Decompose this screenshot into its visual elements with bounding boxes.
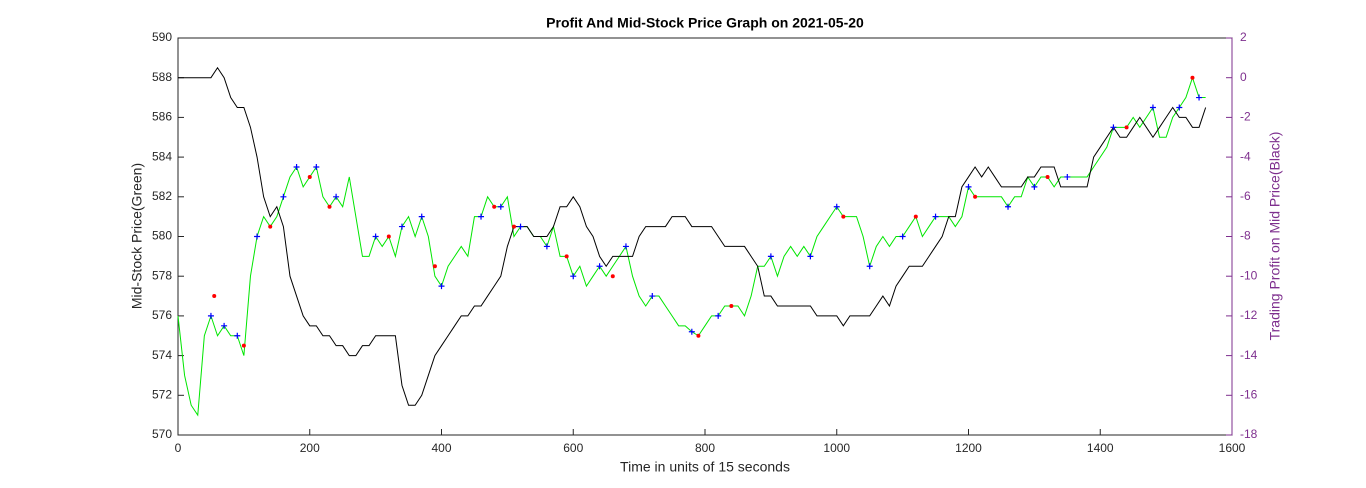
marker-dot bbox=[973, 194, 978, 199]
x-tick-label: 0 bbox=[175, 441, 182, 455]
marker-plus bbox=[1064, 173, 1071, 180]
marker-dot bbox=[696, 333, 701, 338]
y2-tick-label: -18 bbox=[1240, 427, 1258, 441]
marker-dot bbox=[307, 174, 312, 179]
marker-plus bbox=[293, 164, 300, 171]
marker-dot bbox=[386, 234, 391, 239]
marker-plus bbox=[280, 193, 287, 200]
marker-plus bbox=[932, 213, 939, 220]
marker-plus bbox=[398, 223, 405, 230]
marker-plus bbox=[207, 312, 214, 319]
marker-plus bbox=[1110, 124, 1117, 131]
y-tick-label: 570 bbox=[152, 427, 172, 441]
marker-dot bbox=[913, 214, 918, 219]
y2-tick-label: -16 bbox=[1240, 387, 1258, 401]
x-tick-label: 400 bbox=[431, 441, 451, 455]
marker-plus bbox=[478, 213, 485, 220]
y2-axis-label: Trading Profit on Mid Price(Black) bbox=[1267, 132, 1283, 341]
marker-dot bbox=[212, 294, 217, 299]
marker-dot bbox=[564, 254, 569, 259]
marker-plus bbox=[543, 243, 550, 250]
y2-tick-label: -14 bbox=[1240, 348, 1258, 362]
marker-dot bbox=[1190, 75, 1195, 80]
y2-tick-label: 0 bbox=[1240, 70, 1247, 84]
marker-plus bbox=[866, 263, 873, 270]
marker-plus bbox=[596, 263, 603, 270]
marker-dot bbox=[432, 264, 437, 269]
marker-plus bbox=[372, 233, 379, 240]
x-tick-label: 600 bbox=[563, 441, 583, 455]
marker-dot bbox=[511, 224, 516, 229]
y2-tick-label: -10 bbox=[1240, 268, 1258, 282]
y2-tick-label: -6 bbox=[1240, 189, 1251, 203]
marker-dot bbox=[241, 343, 246, 348]
chart-title: Profit And Mid-Stock Price Graph on 2021… bbox=[546, 15, 864, 31]
x-tick-label: 800 bbox=[695, 441, 715, 455]
series-line bbox=[178, 66, 1207, 406]
marker-plus bbox=[418, 213, 425, 220]
marker-plus bbox=[899, 233, 906, 240]
marker-plus bbox=[622, 243, 629, 250]
y-tick-label: 586 bbox=[152, 110, 172, 124]
marker-plus bbox=[1176, 104, 1183, 111]
y2-tick-label: -12 bbox=[1240, 308, 1258, 322]
marker-plus bbox=[497, 203, 504, 210]
marker-dot bbox=[1124, 125, 1129, 130]
y2-tick-label: -2 bbox=[1240, 110, 1251, 124]
marker-dot bbox=[492, 204, 497, 209]
marker-plus bbox=[1005, 203, 1012, 210]
x-axis-label: Time in units of 15 seconds bbox=[620, 459, 790, 475]
marker-plus bbox=[767, 253, 774, 260]
marker-plus bbox=[833, 203, 840, 210]
marker-plus bbox=[438, 283, 445, 290]
marker-plus bbox=[1196, 94, 1203, 101]
marker-plus bbox=[1031, 183, 1038, 190]
marker-plus bbox=[234, 332, 241, 339]
y-tick-label: 590 bbox=[152, 30, 172, 44]
y-tick-label: 582 bbox=[152, 189, 172, 203]
marker-plus bbox=[313, 164, 320, 171]
y-tick-label: 580 bbox=[152, 229, 172, 243]
marker-plus bbox=[965, 183, 972, 190]
marker-plus bbox=[649, 293, 656, 300]
plot-area bbox=[177, 37, 1233, 436]
marker-plus bbox=[517, 223, 524, 230]
x-tick-label: 1600 bbox=[1219, 441, 1246, 455]
marker-plus bbox=[254, 233, 261, 240]
y-axis-label: Mid-Stock Price(Green) bbox=[129, 163, 145, 309]
y2-tick-label: -8 bbox=[1240, 229, 1251, 243]
marker-plus bbox=[570, 273, 577, 280]
y-tick-label: 574 bbox=[152, 348, 172, 362]
y2-tick-label: 2 bbox=[1240, 30, 1247, 44]
x-tick-label: 1000 bbox=[823, 441, 850, 455]
y-tick-label: 572 bbox=[152, 387, 172, 401]
marker-plus bbox=[1149, 104, 1156, 111]
marker-dot bbox=[268, 224, 273, 229]
marker-dot bbox=[841, 214, 846, 219]
marker-dot bbox=[1045, 174, 1050, 179]
y-tick-label: 578 bbox=[152, 268, 172, 282]
marker-plus bbox=[715, 312, 722, 319]
y-tick-label: 588 bbox=[152, 70, 172, 84]
y-tick-label: 584 bbox=[152, 149, 172, 163]
marker-dot bbox=[610, 274, 615, 279]
x-tick-label: 1200 bbox=[955, 441, 982, 455]
marker-dot bbox=[327, 204, 332, 209]
y2-tick-label: -4 bbox=[1240, 149, 1251, 163]
marker-plus bbox=[807, 253, 814, 260]
y-tick-label: 576 bbox=[152, 308, 172, 322]
x-tick-label: 200 bbox=[300, 441, 320, 455]
marker-dot bbox=[729, 303, 734, 308]
marker-plus bbox=[688, 328, 695, 335]
marker-plus bbox=[221, 322, 228, 329]
marker-plus bbox=[333, 193, 340, 200]
x-tick-label: 1400 bbox=[1087, 441, 1114, 455]
